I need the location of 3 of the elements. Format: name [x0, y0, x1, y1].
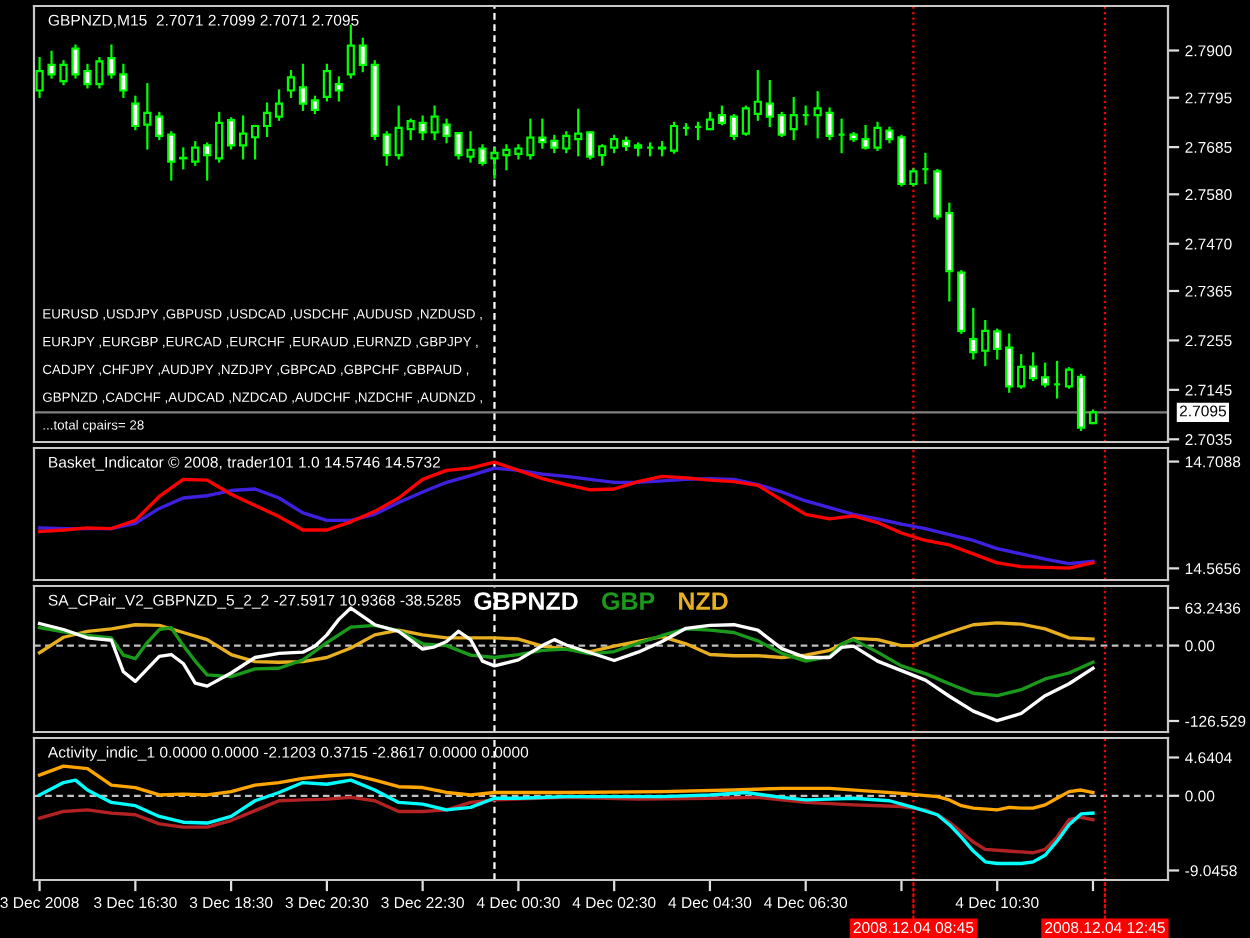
series-label: NZD — [679, 592, 728, 610]
series-label: GBPNZD — [474, 592, 578, 610]
series-label: GBP — [602, 592, 655, 610]
